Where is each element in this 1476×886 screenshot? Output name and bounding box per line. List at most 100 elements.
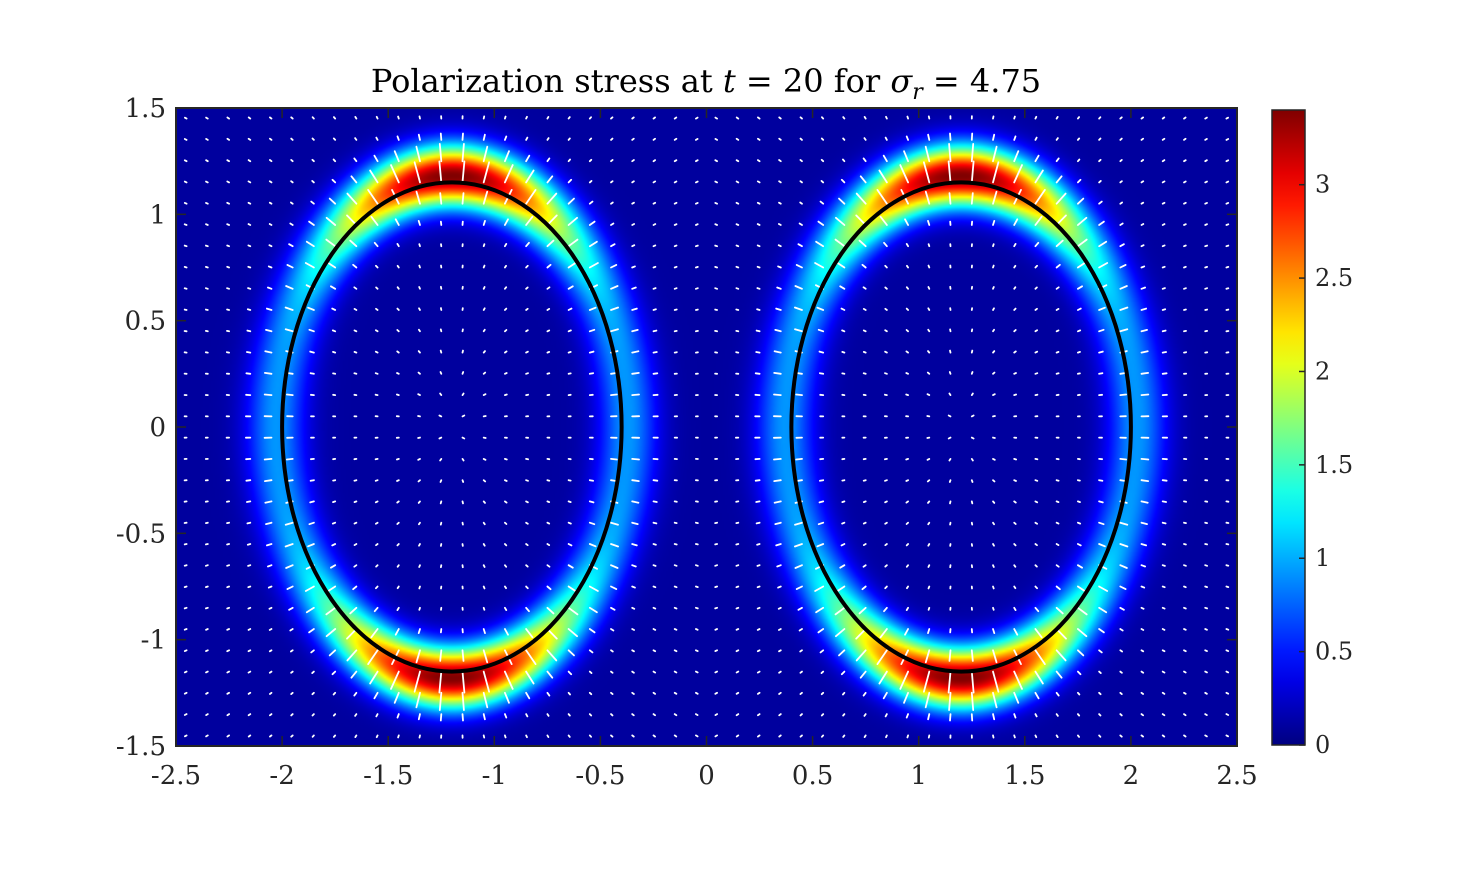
quiver-arrow	[1161, 223, 1166, 226]
quiver-arrow	[525, 350, 529, 354]
quiver-arrow	[525, 649, 537, 665]
quiver-arrow	[1119, 393, 1127, 397]
quiver-arrow	[1034, 136, 1038, 141]
quiver-arrow	[756, 628, 761, 631]
quiver-arrow	[948, 392, 952, 397]
quiver-arrow	[695, 670, 699, 674]
quiver-arrow	[778, 223, 782, 226]
quiver-arrow	[755, 351, 761, 354]
quiver-arrow	[819, 479, 825, 482]
quiver-arrow	[482, 115, 486, 120]
quiver-arrow	[799, 137, 803, 141]
quiver-arrow	[290, 691, 294, 695]
quiver-arrow	[1140, 159, 1144, 163]
quiver-arrow	[482, 457, 487, 461]
quiver-arrow	[778, 691, 782, 695]
quiver-arrow	[819, 200, 825, 205]
quiver-arrow	[546, 543, 551, 546]
quiver-arrow	[1225, 287, 1230, 290]
quiver-arrow	[418, 243, 421, 248]
quiver-arrow	[610, 222, 615, 226]
quiver-arrow	[885, 734, 888, 739]
quiver-arrow	[970, 670, 975, 694]
interface-ellipses	[280, 180, 1133, 674]
quiver-arrow	[756, 180, 761, 184]
quiver-arrow	[1119, 137, 1123, 141]
quiver-arrow	[567, 158, 571, 163]
quiver-arrow	[610, 564, 619, 569]
quiver-arrow	[1055, 713, 1059, 717]
quiver-arrow	[905, 350, 909, 354]
quiver-arrow	[1183, 606, 1187, 610]
quiver-arrow	[263, 393, 273, 397]
quiver-arrow	[778, 201, 782, 205]
quiver-arrow	[862, 286, 867, 290]
quiver-arrow	[1034, 307, 1038, 311]
quiver-arrow	[370, 215, 379, 226]
quiver-arrow	[1140, 543, 1147, 547]
quiver-arrow	[631, 628, 635, 631]
quiver-arrow	[1183, 137, 1187, 141]
quiver-arrow	[309, 500, 315, 504]
quiver-arrow	[695, 606, 699, 610]
quiver-arrow	[525, 564, 529, 568]
quiver-arrow	[461, 132, 464, 141]
quiver-arrow	[884, 564, 888, 568]
quiver-arrow	[1140, 328, 1148, 333]
quiver-arrow	[970, 691, 975, 711]
quiver-arrow	[1055, 628, 1067, 640]
quiver-arrow	[1119, 713, 1123, 717]
quiver-arrow	[735, 265, 740, 269]
quiver-arrow	[1204, 137, 1208, 141]
quiver-arrow	[268, 628, 273, 631]
quiver-arrow	[735, 670, 740, 674]
quiver-arrow	[268, 670, 273, 674]
quiver-arrow	[631, 734, 635, 738]
quiver-arrow	[567, 628, 578, 638]
quiver-arrow	[1077, 564, 1083, 569]
quiver-arrow	[396, 307, 400, 311]
quiver-arrow	[1225, 564, 1230, 567]
quiver-arrow	[204, 564, 209, 567]
quiver-arrow	[695, 244, 699, 248]
quiver-arrow	[525, 307, 529, 311]
quiver-arrow	[503, 135, 508, 141]
quiver-arrow	[482, 350, 486, 354]
quiver-arrow	[567, 238, 579, 248]
quiver-arrow	[1140, 137, 1144, 141]
quiver-arrow	[948, 649, 952, 662]
quiver-arrow	[773, 350, 782, 354]
quiver-arrow	[1098, 372, 1104, 375]
quiver-arrow	[1077, 649, 1085, 657]
quiver-arrow	[906, 115, 909, 120]
quiver-arrow	[305, 606, 315, 614]
quiver-arrow	[546, 116, 550, 120]
quiver-arrow	[652, 308, 657, 311]
quiver-arrow	[1034, 264, 1038, 269]
quiver-arrow	[226, 543, 231, 546]
quiver-arrow	[1183, 713, 1187, 717]
quiver-arrow	[396, 543, 400, 547]
quiver-arrow	[903, 691, 909, 704]
quiver-arrow	[1140, 223, 1145, 226]
quiver-arrow	[245, 351, 252, 354]
quiver-arrow	[878, 169, 888, 184]
colorbar-tick-label: 2	[1315, 357, 1330, 385]
quiver-arrow	[884, 521, 888, 525]
quiver-arrow	[859, 175, 867, 184]
colorbar-tick-label: 0.5	[1315, 638, 1353, 666]
quiver-arrow	[567, 734, 571, 738]
quiver-arrow	[927, 115, 931, 120]
quiver-arrow	[992, 350, 996, 354]
quiver-arrow	[1098, 262, 1109, 269]
quiver-arrow	[794, 306, 803, 311]
quiver-arrow	[631, 543, 638, 547]
quiver-arrow	[375, 307, 379, 311]
x-tick-label: 0.5	[792, 761, 833, 791]
quiver-arrow	[1119, 585, 1127, 590]
quiver-arrow	[588, 262, 599, 269]
quiver-arrow	[610, 137, 614, 141]
quiver-arrow	[247, 670, 252, 674]
quiver-arrow	[268, 116, 273, 120]
quiver-arrow	[735, 308, 740, 311]
